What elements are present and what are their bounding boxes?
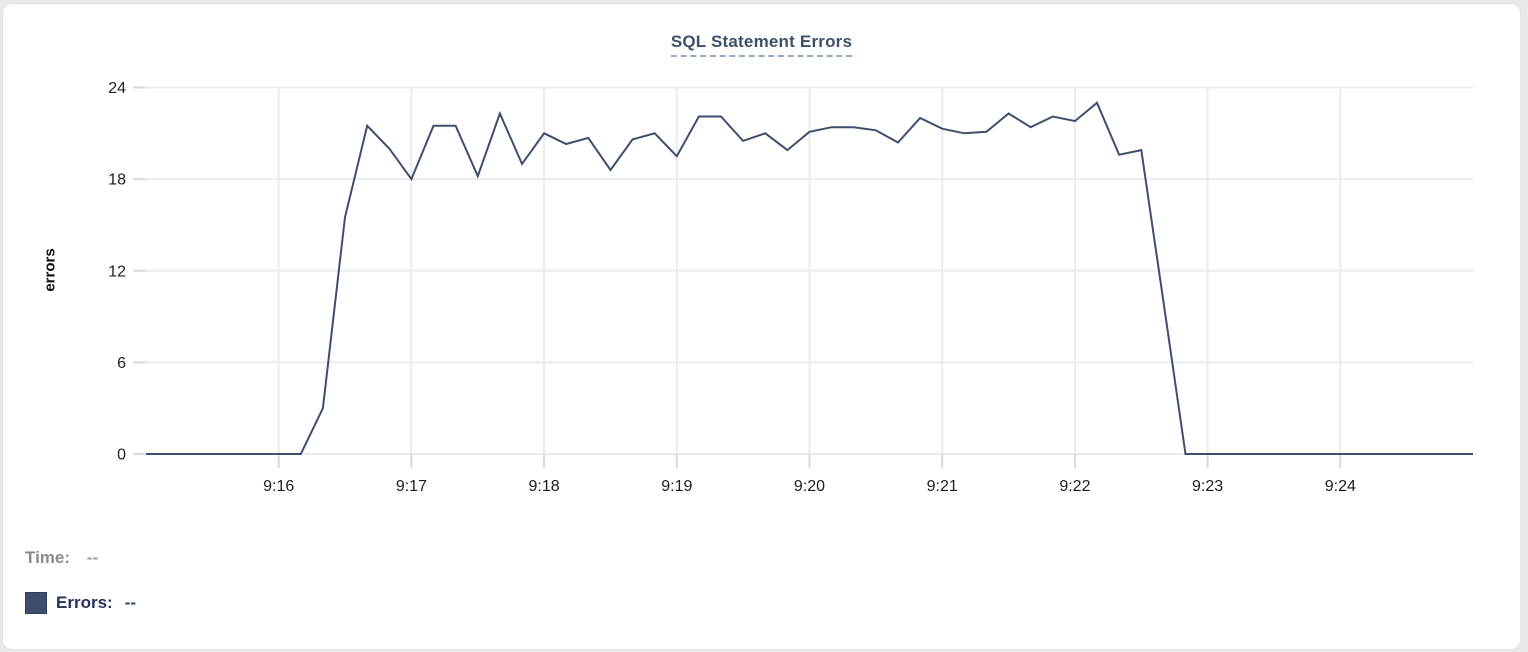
series-line-errors: [146, 101, 1473, 455]
tooltip-time-label: Time:: [25, 548, 71, 567]
x-tick-label: 9:20: [794, 478, 825, 495]
tooltip-time-row: Time: --: [25, 548, 98, 568]
chart-card: SQL Statement Errors 0 6 12 18 24 9:16 9:17 9:1…: [2, 3, 1521, 650]
y-tick-label: 12: [108, 263, 126, 280]
x-tick-label: 9:19: [661, 478, 692, 495]
y-tick-label: 6: [117, 355, 126, 372]
x-tick-label: 9:21: [927, 478, 958, 495]
y-tick-label: 24: [108, 80, 126, 97]
legend-errors-swatch: [25, 592, 47, 614]
tooltip-time-value: --: [86, 548, 99, 567]
errors-line-chart[interactable]: 0 6 12 18 24 9:16 9:17 9:18 9:19 9:20 9:21 9:22 9:23…: [3, 4, 1528, 514]
x-tick-label: 9:23: [1192, 478, 1223, 495]
y-axis-label: errors: [41, 248, 59, 292]
tooltip-errors-value: --: [124, 593, 137, 612]
tooltip-errors-label: Errors:: [56, 593, 113, 612]
y-tick-label: 18: [108, 172, 126, 189]
x-tick-label: 9:24: [1325, 478, 1356, 495]
chart-svg[interactable]: 0 6 12 18 24 9:16 9:17 9:18 9:19 9:20 9:21 9:22 9:23…: [3, 4, 1528, 514]
x-tick-label: 9:16: [263, 478, 294, 495]
chart-header: SQL Statement Errors: [3, 32, 1520, 57]
chart-title-link[interactable]: SQL Statement Errors: [670, 32, 853, 57]
x-tick-label: 9:22: [1059, 478, 1090, 495]
x-tick-label: 9:18: [529, 478, 560, 495]
y-tick-label: 0: [117, 447, 126, 464]
tooltip-errors-row: Errors: --: [25, 592, 136, 614]
x-tick-label: 9:17: [396, 478, 427, 495]
